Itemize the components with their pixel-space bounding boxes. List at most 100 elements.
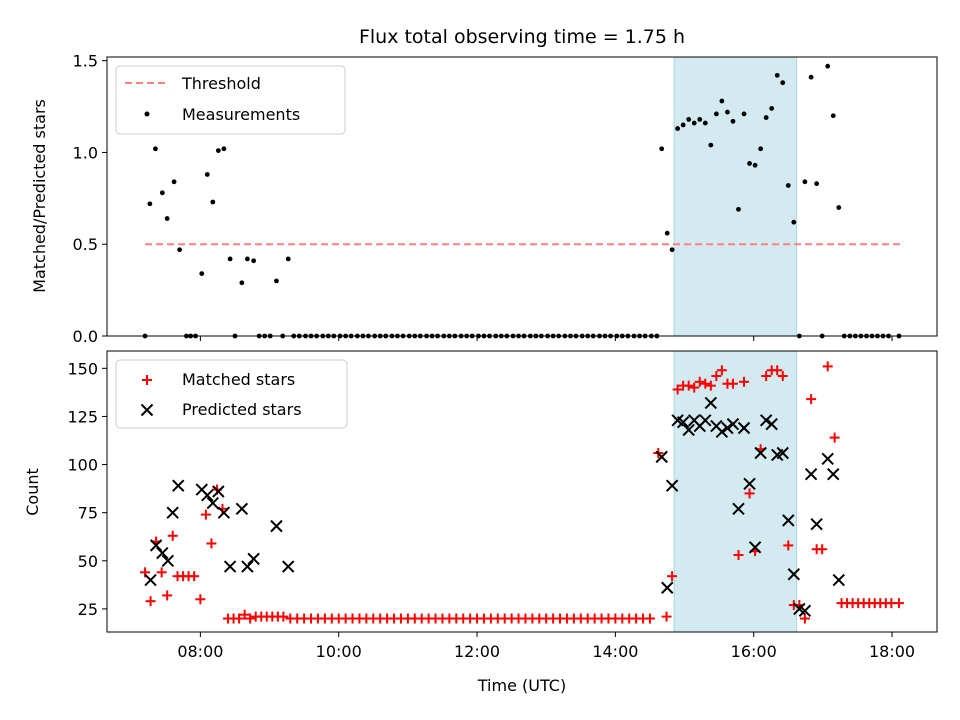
- predicted-star-point-b: [223, 560, 237, 573]
- top-y-tick-label: 1.0: [73, 143, 98, 162]
- predicted-star-point-b: [798, 604, 812, 618]
- predicted-star-point-b: [827, 467, 840, 481]
- observing-window-shade-bottom: [673, 350, 798, 633]
- measurement-point: [215, 148, 221, 154]
- predicted-star-point: [827, 467, 840, 481]
- predicted-star-point-b: [726, 417, 740, 431]
- measurement-point: [730, 118, 736, 124]
- top-legend-box: [115, 65, 346, 135]
- predicted-star-point: [804, 467, 818, 481]
- matched-star-point: [245, 613, 256, 624]
- top-y-tick-label: 1.5: [73, 52, 98, 71]
- predicted-star-point: [748, 541, 762, 554]
- measurement-point: [713, 111, 719, 117]
- predicted-star-point-b: [737, 421, 751, 435]
- matched-star-point: [167, 530, 178, 541]
- predicted-star-point-b: [661, 581, 674, 594]
- measurement-point: [204, 172, 210, 177]
- predicted-star-point: [217, 506, 231, 519]
- predicted-star-point-b: [247, 552, 260, 566]
- measurement-point: [758, 146, 764, 152]
- matched-star-point: [829, 432, 840, 443]
- measurement-point: [171, 179, 177, 185]
- measurement-point: [664, 230, 670, 236]
- matched-star-point: [661, 611, 672, 622]
- legend-x-marker: [140, 403, 154, 417]
- bottom-x-tick-label: 12:00: [454, 642, 500, 661]
- measurement-point: [159, 190, 165, 196]
- bottom-y-tick-label: 75: [78, 504, 98, 523]
- bottom-y-tick-label: 125: [67, 407, 98, 426]
- matched-star-point: [644, 613, 655, 624]
- predicted-star-point: [798, 604, 812, 618]
- measurement-point: [221, 146, 227, 152]
- predicted-star-point: [247, 552, 260, 566]
- matched-star-point: [195, 594, 206, 605]
- predicted-star-point-b: [235, 502, 249, 516]
- predicted-star-point: [149, 539, 163, 552]
- measurement-point: [251, 258, 257, 264]
- measurement-point: [675, 126, 681, 131]
- matched-star-point: [761, 371, 772, 382]
- measurement-point: [245, 256, 250, 262]
- measurement-point: [836, 205, 842, 210]
- predicted-star-point-b: [161, 554, 175, 567]
- measurement-point: [814, 181, 820, 187]
- measurement-point: [769, 105, 775, 111]
- predicted-star-point: [765, 417, 778, 431]
- measurement-point: [808, 74, 814, 80]
- predicted-star-point-b: [172, 479, 185, 492]
- matched-star-point: [716, 365, 727, 376]
- predicted-star-point: [665, 479, 679, 492]
- predicted-star-point: [754, 446, 767, 460]
- matched-star-point: [739, 376, 750, 387]
- legend-matched-swatch: [142, 375, 152, 385]
- predicted-star-point: [759, 414, 773, 427]
- matched-star-point: [200, 509, 211, 520]
- legend-plus-marker: [142, 375, 152, 385]
- predicted-star-point: [821, 452, 834, 465]
- top-legend: Threshold Measurements: [115, 65, 346, 135]
- bottom-legend-box: [115, 359, 348, 429]
- predicted-star-point-b: [282, 560, 295, 573]
- measurement-point: [697, 117, 703, 122]
- bottom-y-tick-label: 50: [78, 552, 98, 571]
- top-plot-frame: [106, 56, 938, 337]
- predicted-star-point-b: [721, 421, 734, 435]
- predicted-star-point: [676, 416, 690, 429]
- predicted-star-point: [682, 423, 695, 437]
- top-y-ticks: 0.0 0.5 1.0 1.5: [73, 52, 107, 346]
- predicted-star-point: [241, 560, 254, 573]
- legend-predicted-label: Predicted stars: [182, 400, 302, 419]
- predicted-star-point-b: [665, 479, 679, 492]
- matched-star-point: [799, 613, 810, 624]
- bottom-y-tick-label: 150: [67, 359, 98, 378]
- predicted-star-point-b: [804, 467, 818, 481]
- measurement-point: [210, 199, 216, 205]
- top-x-ticks: [199, 336, 893, 341]
- predicted-star-point: [726, 417, 740, 431]
- predicted-star-point: [699, 414, 712, 427]
- matched-star-point: [777, 371, 788, 382]
- matched-star-point: [683, 380, 694, 391]
- predicted-star-point: [721, 421, 734, 435]
- measurement-point: [741, 111, 747, 117]
- predicted-star-point: [235, 502, 249, 516]
- predicted-star-point: [144, 573, 157, 587]
- legend-matched-label: Matched stars: [182, 370, 295, 389]
- predicted-star-point: [223, 560, 237, 573]
- predicted-star-point-b: [832, 573, 845, 587]
- legend-threshold-label: Threshold: [181, 74, 261, 93]
- measurement-point: [153, 146, 158, 152]
- bottom-y-ticks: 25 50 75 100 125 150: [67, 359, 107, 619]
- matched-star-point: [705, 380, 716, 391]
- measurement-point: [227, 256, 233, 262]
- predicted-star-point-b: [743, 477, 756, 491]
- matched-star-point: [667, 571, 678, 582]
- predicted-star-point-b: [655, 450, 668, 464]
- measurement-point: [802, 179, 808, 185]
- measurement-point: [659, 146, 665, 152]
- predicted-star-point: [166, 506, 179, 519]
- predicted-star-point-b: [688, 414, 701, 427]
